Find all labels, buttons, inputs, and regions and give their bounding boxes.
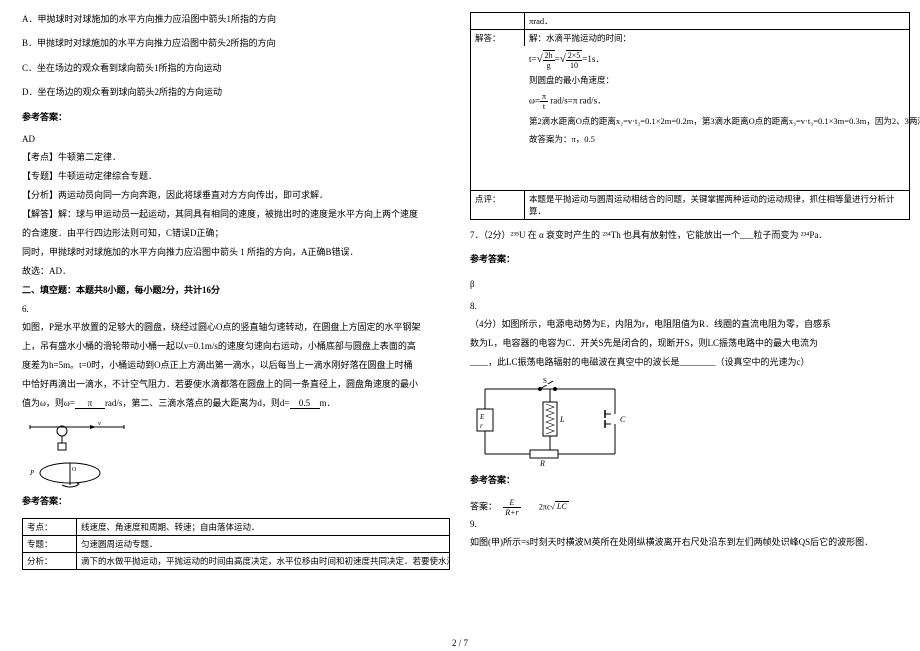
svg-text:E: E [479,413,485,421]
q6-p3: 度差为h=5m。t=0时，小桶运动到O点正上方滴出第一滴水，以后每当上一滴水刚好… [22,358,450,371]
q6-p4: 中恰好再滴出一滴水，不计空气阻力．若要使水滴都落在圆盘上的同一条直径上，圆盘角速… [22,377,450,390]
svg-text:P: P [29,469,35,477]
jiedao-3: 同时，甲抛球时对球施加的水平方向推力应沿图中箭头 1 所指的方向，A正确B错误． [22,245,450,258]
ref-answer-label: 参考答案： [22,110,450,124]
table-row-zhuanti: 专题： 匀速圆周运动专题． [22,536,450,553]
disk-diagram: v P O [22,415,142,490]
ref-answer-8: 参考答案： [470,473,910,487]
answer-end: 故选：AD． [22,264,450,277]
svg-text:L: L [559,415,565,424]
option-a: A．甲抛球时对球施加的水平方向推力应沿图中箭头1所指的方向 [22,12,450,26]
kaodian: 【考点】牛顿第二定律． [22,150,450,163]
pirad-row: πrad． [470,12,910,30]
q9-line: 如图(甲)所示=s时刻天时横波M英所在处刚纵横波离开右尺处沿东到左们两帧处识峰Q… [470,535,910,548]
q8-number: 8. [470,301,910,311]
svg-text:v: v [98,421,101,427]
circuit-diagram: S E r L C [470,374,630,469]
zhuanti: 【专题】牛顿运动定律综合专题． [22,169,450,182]
table-row-kaodian: 考点： 线速度、角速度和周期、转速；自由落体运动． [22,518,450,536]
q6-number: 6. [22,304,450,314]
option-d: D．坐在场边的观众看到球向箭头2所指的方向运动 [22,85,450,99]
page-footer: 2 / 7 [452,638,468,648]
answer-ad: AD [22,134,450,144]
q6-p1: 如图，P是水平放置的足够大的圆盘，绕经过圆心O点的竖直轴匀速转动，在圆盘上方固定… [22,320,450,333]
ref-answer-label-2: 参考答案： [22,494,450,508]
jiedao-row: 解答： 解：水滴平抛运动的时间： t=√2hg=√2×510=1s． 则圆盘的最… [470,30,910,191]
dianping-row: 点评： 本题是平抛运动与圆周运动相结合的问题，关键掌握两种运动的运动规律，抓住相… [470,191,910,220]
fenxi: 【分析】两运动员向同一方向奔跑，因此将球垂直对方方向传出，即可求解． [22,188,450,201]
option-b: B．甲抛球时对球施加的水平方向推力应沿图中箭头2所指的方向 [22,36,450,50]
table-row-fenxi: 分析： 滴下的水做平抛运动，平抛运动的时间由高度决定，水平位移由时间和初速度共同… [22,553,450,570]
svg-text:r: r [480,422,483,430]
svg-text:C: C [620,415,626,424]
q8-p1: （4分）如图所示，电源电动势为E，内阻为r，电阻阻值为R．线圈的直流电阻为零，自… [470,317,910,330]
jiedao-1: 【解答】解：球与甲运动员一起运动，其同具有相同的速度，被抛出时的速度是水平方向上… [22,207,450,220]
svg-text:R: R [539,459,545,468]
q8-p2: 数为L，电容器的电容为C．开关S先是闭合的，现断开S，则LC振荡电路中的最大电流… [470,336,910,349]
option-c: C．坐在场边的观众看到球向箭头1所指的方向运动 [22,61,450,75]
q6-p2: 上，吊有盛水小桶的滑轮带动小桶一起以v=0.1m/s的速度匀速向右运动，小桶底部… [22,339,450,352]
svg-text:S: S [543,377,547,385]
q6-fill: 值为ω，则ω=πrad/s，第二、三滴水落点的最大距离为d，则d=0.5m． [22,396,450,409]
q8-p3: ____，此LC振荡电路辐射的电磁波在真空中的波长是________（设真空中的… [470,355,910,368]
q7-text: 7．（2分）²³⁵U 在 α 衰变时产生的 ²³⁴Th 也具有放射性，它能放出一… [470,228,910,242]
answer-8-label: 答案： [470,501,497,511]
svg-text:O: O [72,467,77,473]
q9-number: 9. [470,519,910,529]
section-2-title: 二、填空题：本题共8小题，每小题2分，共计16分 [22,283,450,296]
jiedao-2: 的合速度．由平行四边形法则可知，C错误D正确； [22,226,450,239]
answer-7: β [470,277,910,291]
ref-answer-7: 参考答案： [470,252,910,266]
